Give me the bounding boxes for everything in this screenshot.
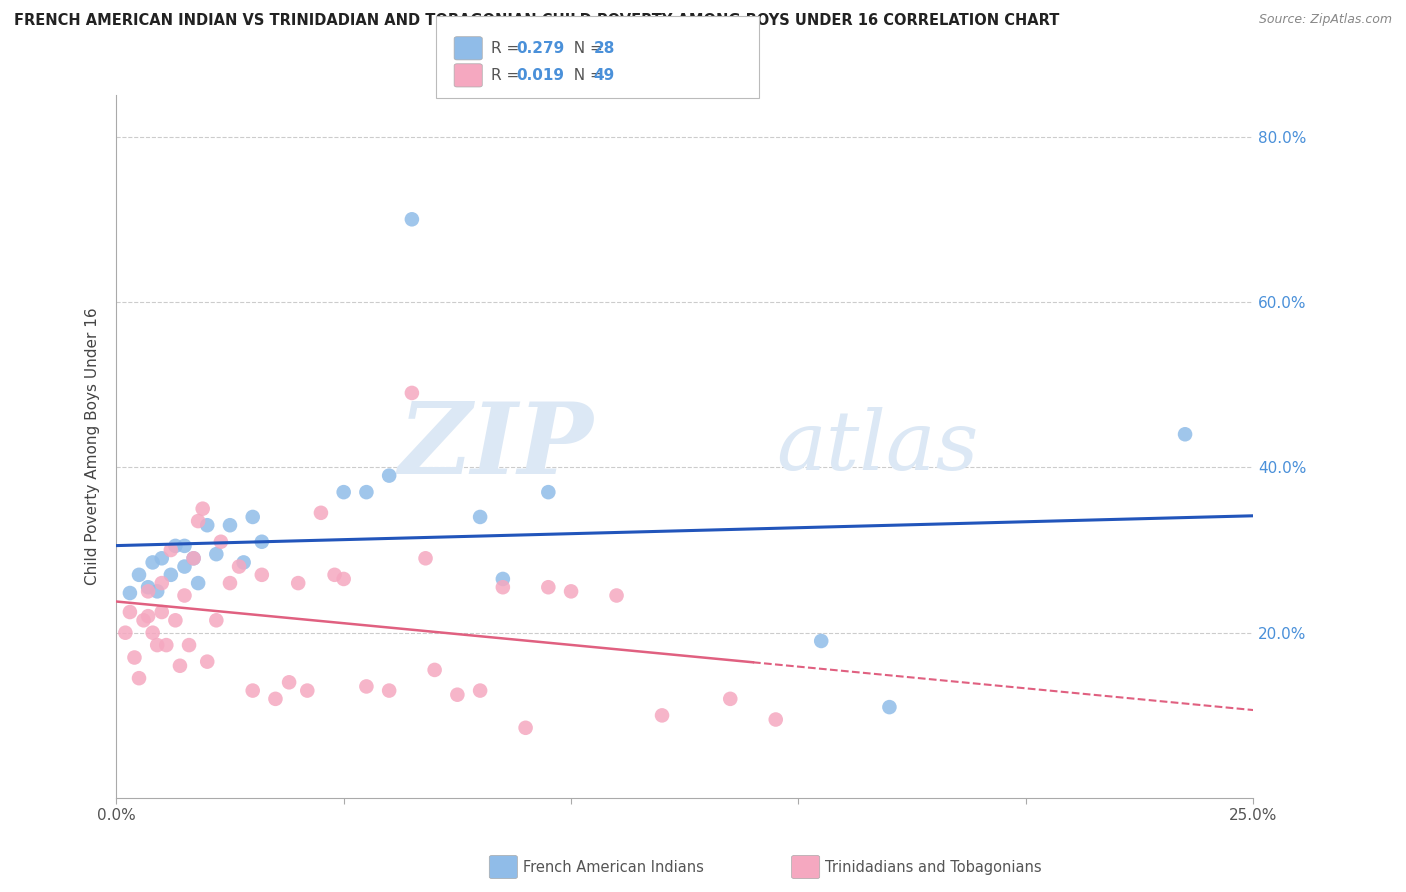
Point bbox=[205, 613, 228, 627]
Point bbox=[378, 683, 401, 698]
Point bbox=[468, 510, 491, 524]
Text: ZIP: ZIP bbox=[399, 399, 593, 495]
Point bbox=[136, 609, 159, 624]
Point bbox=[537, 485, 560, 500]
Point bbox=[173, 589, 195, 603]
Point bbox=[560, 584, 582, 599]
Text: Trinidadians and Tobagonians: Trinidadians and Tobagonians bbox=[825, 860, 1042, 874]
Point bbox=[118, 605, 141, 619]
Point bbox=[378, 468, 401, 483]
Point bbox=[177, 638, 200, 652]
Text: 0.019: 0.019 bbox=[516, 68, 564, 83]
Point bbox=[169, 658, 191, 673]
Point bbox=[492, 580, 515, 594]
Point bbox=[191, 501, 214, 516]
Point bbox=[118, 586, 141, 600]
Point bbox=[209, 534, 232, 549]
Y-axis label: Child Poverty Among Boys Under 16: Child Poverty Among Boys Under 16 bbox=[86, 308, 100, 585]
Point bbox=[332, 485, 354, 500]
Text: FRENCH AMERICAN INDIAN VS TRINIDADIAN AND TOBAGONIAN CHILD POVERTY AMONG BOYS UN: FRENCH AMERICAN INDIAN VS TRINIDADIAN AN… bbox=[14, 13, 1060, 29]
Point bbox=[423, 663, 446, 677]
Text: R =: R = bbox=[491, 41, 524, 56]
Point bbox=[142, 625, 165, 640]
Point bbox=[765, 713, 787, 727]
Point bbox=[114, 625, 136, 640]
Point bbox=[160, 543, 183, 558]
Point bbox=[810, 634, 832, 648]
Text: N =: N = bbox=[564, 68, 607, 83]
Point bbox=[165, 613, 187, 627]
Point bbox=[155, 638, 177, 652]
Point bbox=[219, 518, 242, 533]
Point bbox=[142, 556, 165, 570]
Point bbox=[718, 691, 741, 706]
Point bbox=[297, 683, 319, 698]
Point bbox=[128, 567, 150, 582]
Point bbox=[136, 584, 159, 599]
Point bbox=[264, 691, 287, 706]
Point bbox=[228, 559, 250, 574]
Point bbox=[187, 514, 209, 528]
Point bbox=[232, 556, 254, 570]
Point bbox=[323, 567, 346, 582]
Point bbox=[401, 212, 423, 227]
Point bbox=[287, 576, 309, 591]
Point bbox=[205, 547, 228, 561]
Point bbox=[195, 518, 218, 533]
Text: R =: R = bbox=[491, 68, 524, 83]
Point bbox=[195, 655, 218, 669]
Point bbox=[165, 539, 187, 553]
Point bbox=[242, 510, 264, 524]
Point bbox=[242, 683, 264, 698]
Point bbox=[879, 700, 901, 714]
Point bbox=[150, 605, 173, 619]
Point bbox=[537, 580, 560, 594]
Point bbox=[515, 721, 537, 735]
Point bbox=[309, 506, 332, 520]
Point bbox=[278, 675, 301, 690]
Point bbox=[150, 551, 173, 566]
Point bbox=[492, 572, 515, 586]
Point bbox=[606, 589, 628, 603]
Point bbox=[250, 534, 273, 549]
Point bbox=[250, 567, 273, 582]
Point bbox=[173, 539, 195, 553]
Point bbox=[446, 688, 468, 702]
Point bbox=[183, 551, 205, 566]
Point bbox=[146, 638, 169, 652]
Point bbox=[124, 650, 146, 665]
Text: French American Indians: French American Indians bbox=[523, 860, 704, 874]
Point bbox=[651, 708, 673, 723]
Point bbox=[150, 576, 173, 591]
Point bbox=[415, 551, 437, 566]
Point bbox=[332, 572, 354, 586]
Point bbox=[136, 580, 159, 594]
Point bbox=[187, 576, 209, 591]
Point bbox=[173, 559, 195, 574]
Point bbox=[219, 576, 242, 591]
Point bbox=[356, 680, 378, 694]
Point bbox=[160, 567, 183, 582]
Text: 28: 28 bbox=[593, 41, 614, 56]
Text: Source: ZipAtlas.com: Source: ZipAtlas.com bbox=[1258, 13, 1392, 27]
Text: 0.279: 0.279 bbox=[516, 41, 564, 56]
Point bbox=[356, 485, 378, 500]
Point bbox=[468, 683, 491, 698]
Point bbox=[132, 613, 155, 627]
Point bbox=[1174, 427, 1197, 442]
Text: N =: N = bbox=[564, 41, 607, 56]
Point bbox=[128, 671, 150, 685]
Text: atlas: atlas bbox=[776, 407, 979, 487]
Text: 49: 49 bbox=[593, 68, 614, 83]
Point bbox=[401, 386, 423, 401]
Point bbox=[146, 584, 169, 599]
Point bbox=[183, 551, 205, 566]
